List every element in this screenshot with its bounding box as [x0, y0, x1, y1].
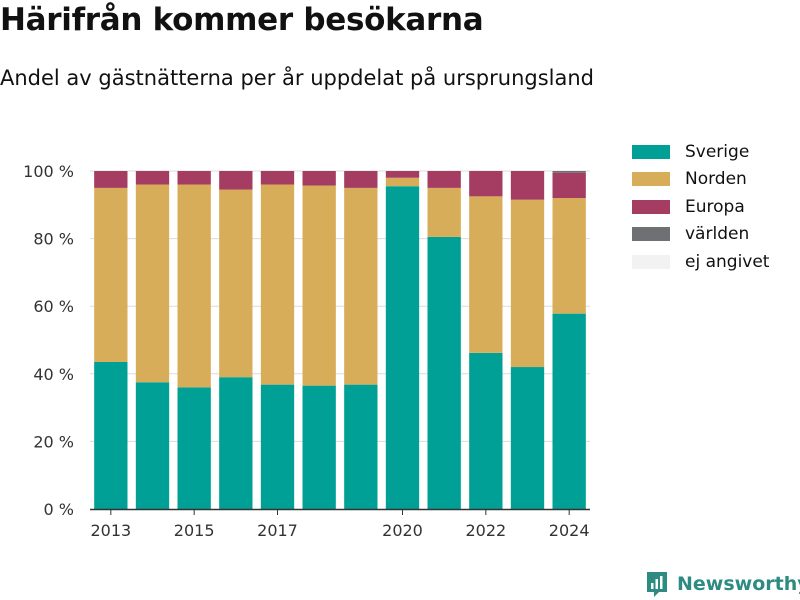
y-tick-label: 0 %: [44, 500, 74, 519]
legend-item: Sverige: [632, 138, 769, 166]
legend-swatch: [632, 254, 670, 269]
chart-subtitle: Andel av gästnätterna per år uppdelat på…: [0, 66, 594, 90]
bar-segment-sverige: [427, 236, 461, 509]
bar-segment-norden: [469, 196, 503, 353]
legend-item: Europa: [632, 193, 769, 221]
legend-swatch: [632, 227, 670, 242]
newsworthy-logo-icon: [647, 572, 667, 597]
bar-segment-europa: [260, 171, 295, 185]
bar-segment-europa: [219, 171, 253, 190]
bar-segment-sverige: [260, 384, 295, 509]
bar-segment-norden: [510, 199, 545, 368]
bar-segment-norden: [302, 185, 336, 386]
brand-name: Newsworthy: [677, 573, 800, 595]
legend-label: Europa: [685, 196, 745, 217]
legend-swatch: [632, 199, 670, 214]
legend-label: ej angivet: [685, 251, 770, 272]
bar-segment-europa: [510, 171, 545, 200]
y-tick-label: 60 %: [33, 297, 74, 316]
x-tick-label: 2017: [257, 521, 298, 540]
bar-segment-sverige: [552, 313, 586, 509]
bar-segment-sverige: [510, 367, 545, 509]
bar-segment-europa: [135, 171, 170, 185]
bar-segment-sverige: [385, 186, 420, 509]
bar-segment-europa: [177, 171, 211, 185]
x-tick-label: 2022: [465, 521, 506, 540]
bar-segment-sverige: [469, 352, 503, 509]
bar-segment-norden: [177, 184, 211, 388]
bar-segment-europa: [427, 171, 461, 188]
bar-segment-norden: [135, 184, 170, 383]
bar-segment-sverige: [219, 377, 253, 509]
bar-segment-sverige: [302, 385, 336, 509]
x-tick-label: 2020: [382, 521, 423, 540]
bar-segment-norden: [552, 198, 586, 314]
bar-segment-europa: [552, 172, 586, 199]
bar-segment-norden: [260, 184, 295, 385]
y-tick-label: 40 %: [33, 365, 74, 384]
bar-segment-europa: [302, 171, 336, 186]
bar-segment-sverige: [135, 382, 170, 509]
chart-legend: Sverige Norden Europa världen ej angivet: [632, 138, 769, 276]
bar-segment-europa: [469, 171, 503, 197]
y-tick-label: 20 %: [33, 432, 74, 451]
legend-label: världen: [685, 224, 750, 245]
x-tick-label: 2015: [174, 521, 215, 540]
legend-label: Sverige: [685, 141, 750, 162]
bar-segment-världen: [552, 171, 586, 173]
bar-segment-sverige: [344, 384, 378, 509]
bar-segment-europa: [385, 171, 420, 178]
bar-segment-norden: [219, 189, 253, 378]
bar-segment-europa: [94, 171, 128, 188]
x-tick-label: 2013: [90, 521, 131, 540]
bar-segment-europa: [344, 171, 378, 188]
legend-item: världen: [632, 221, 769, 249]
chart-title: Härifrån kommer besökarna: [0, 2, 484, 38]
bar-segment-norden: [94, 187, 128, 362]
x-tick-label: 2024: [549, 521, 590, 540]
legend-label: Norden: [685, 169, 747, 190]
brand-logo: Newsworthy: [645, 570, 800, 598]
legend-swatch: [632, 144, 670, 159]
bar-segment-sverige: [177, 387, 211, 509]
y-tick-label: 80 %: [33, 230, 74, 249]
bar-segment-sverige: [94, 361, 128, 509]
legend-item: Norden: [632, 166, 769, 194]
legend-swatch: [632, 172, 670, 187]
bar-segment-norden: [427, 187, 461, 237]
bar-segment-norden: [344, 187, 378, 385]
y-tick-label: 100 %: [23, 162, 74, 181]
legend-item: ej angivet: [632, 248, 769, 276]
bar-segment-norden: [385, 177, 420, 187]
